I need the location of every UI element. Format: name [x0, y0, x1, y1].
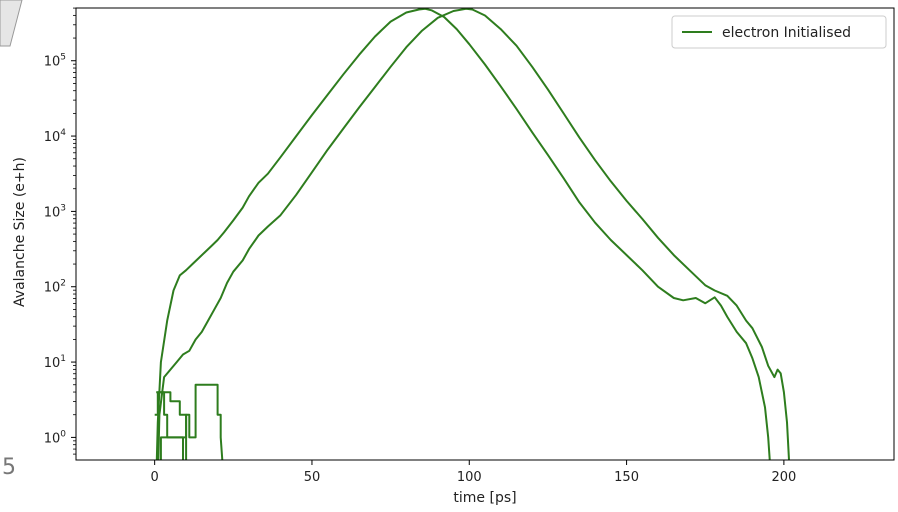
y-axis-label: Avalanche Size (e+h) [12, 157, 28, 307]
edge-fragment-digit: 5 [2, 455, 16, 480]
y-tick-label: 104 [44, 128, 67, 145]
edge-fragment-shape [0, 0, 23, 47]
y-tick-label: 105 [44, 53, 66, 70]
y-tick-label: 103 [44, 203, 66, 220]
y-tick-label: 100 [44, 429, 67, 446]
x-tick-label: 150 [614, 470, 639, 485]
series-layer [154, 8, 791, 460]
axes-frame [75, 7, 895, 461]
x-tick-label: 200 [771, 470, 796, 485]
x-tick-label: 100 [457, 470, 482, 485]
y-tick-label: 102 [44, 279, 66, 296]
series-line-0 [155, 8, 771, 460]
y-axis: 100 101 102 103 104 105 [44, 7, 76, 455]
legend: electron Initialised [671, 15, 887, 49]
x-axis: 0 50 100 150 200 [151, 460, 796, 485]
y-tick-label: 101 [44, 354, 66, 371]
x-axis-label: time [ps] [453, 490, 516, 506]
legend-box [671, 15, 887, 49]
series-line-1 [157, 8, 791, 460]
series-line-4 [159, 383, 224, 460]
legend-label: electron Initialised [722, 25, 851, 41]
x-tick-label: 50 [304, 470, 321, 485]
x-tick-label: 0 [151, 470, 159, 485]
